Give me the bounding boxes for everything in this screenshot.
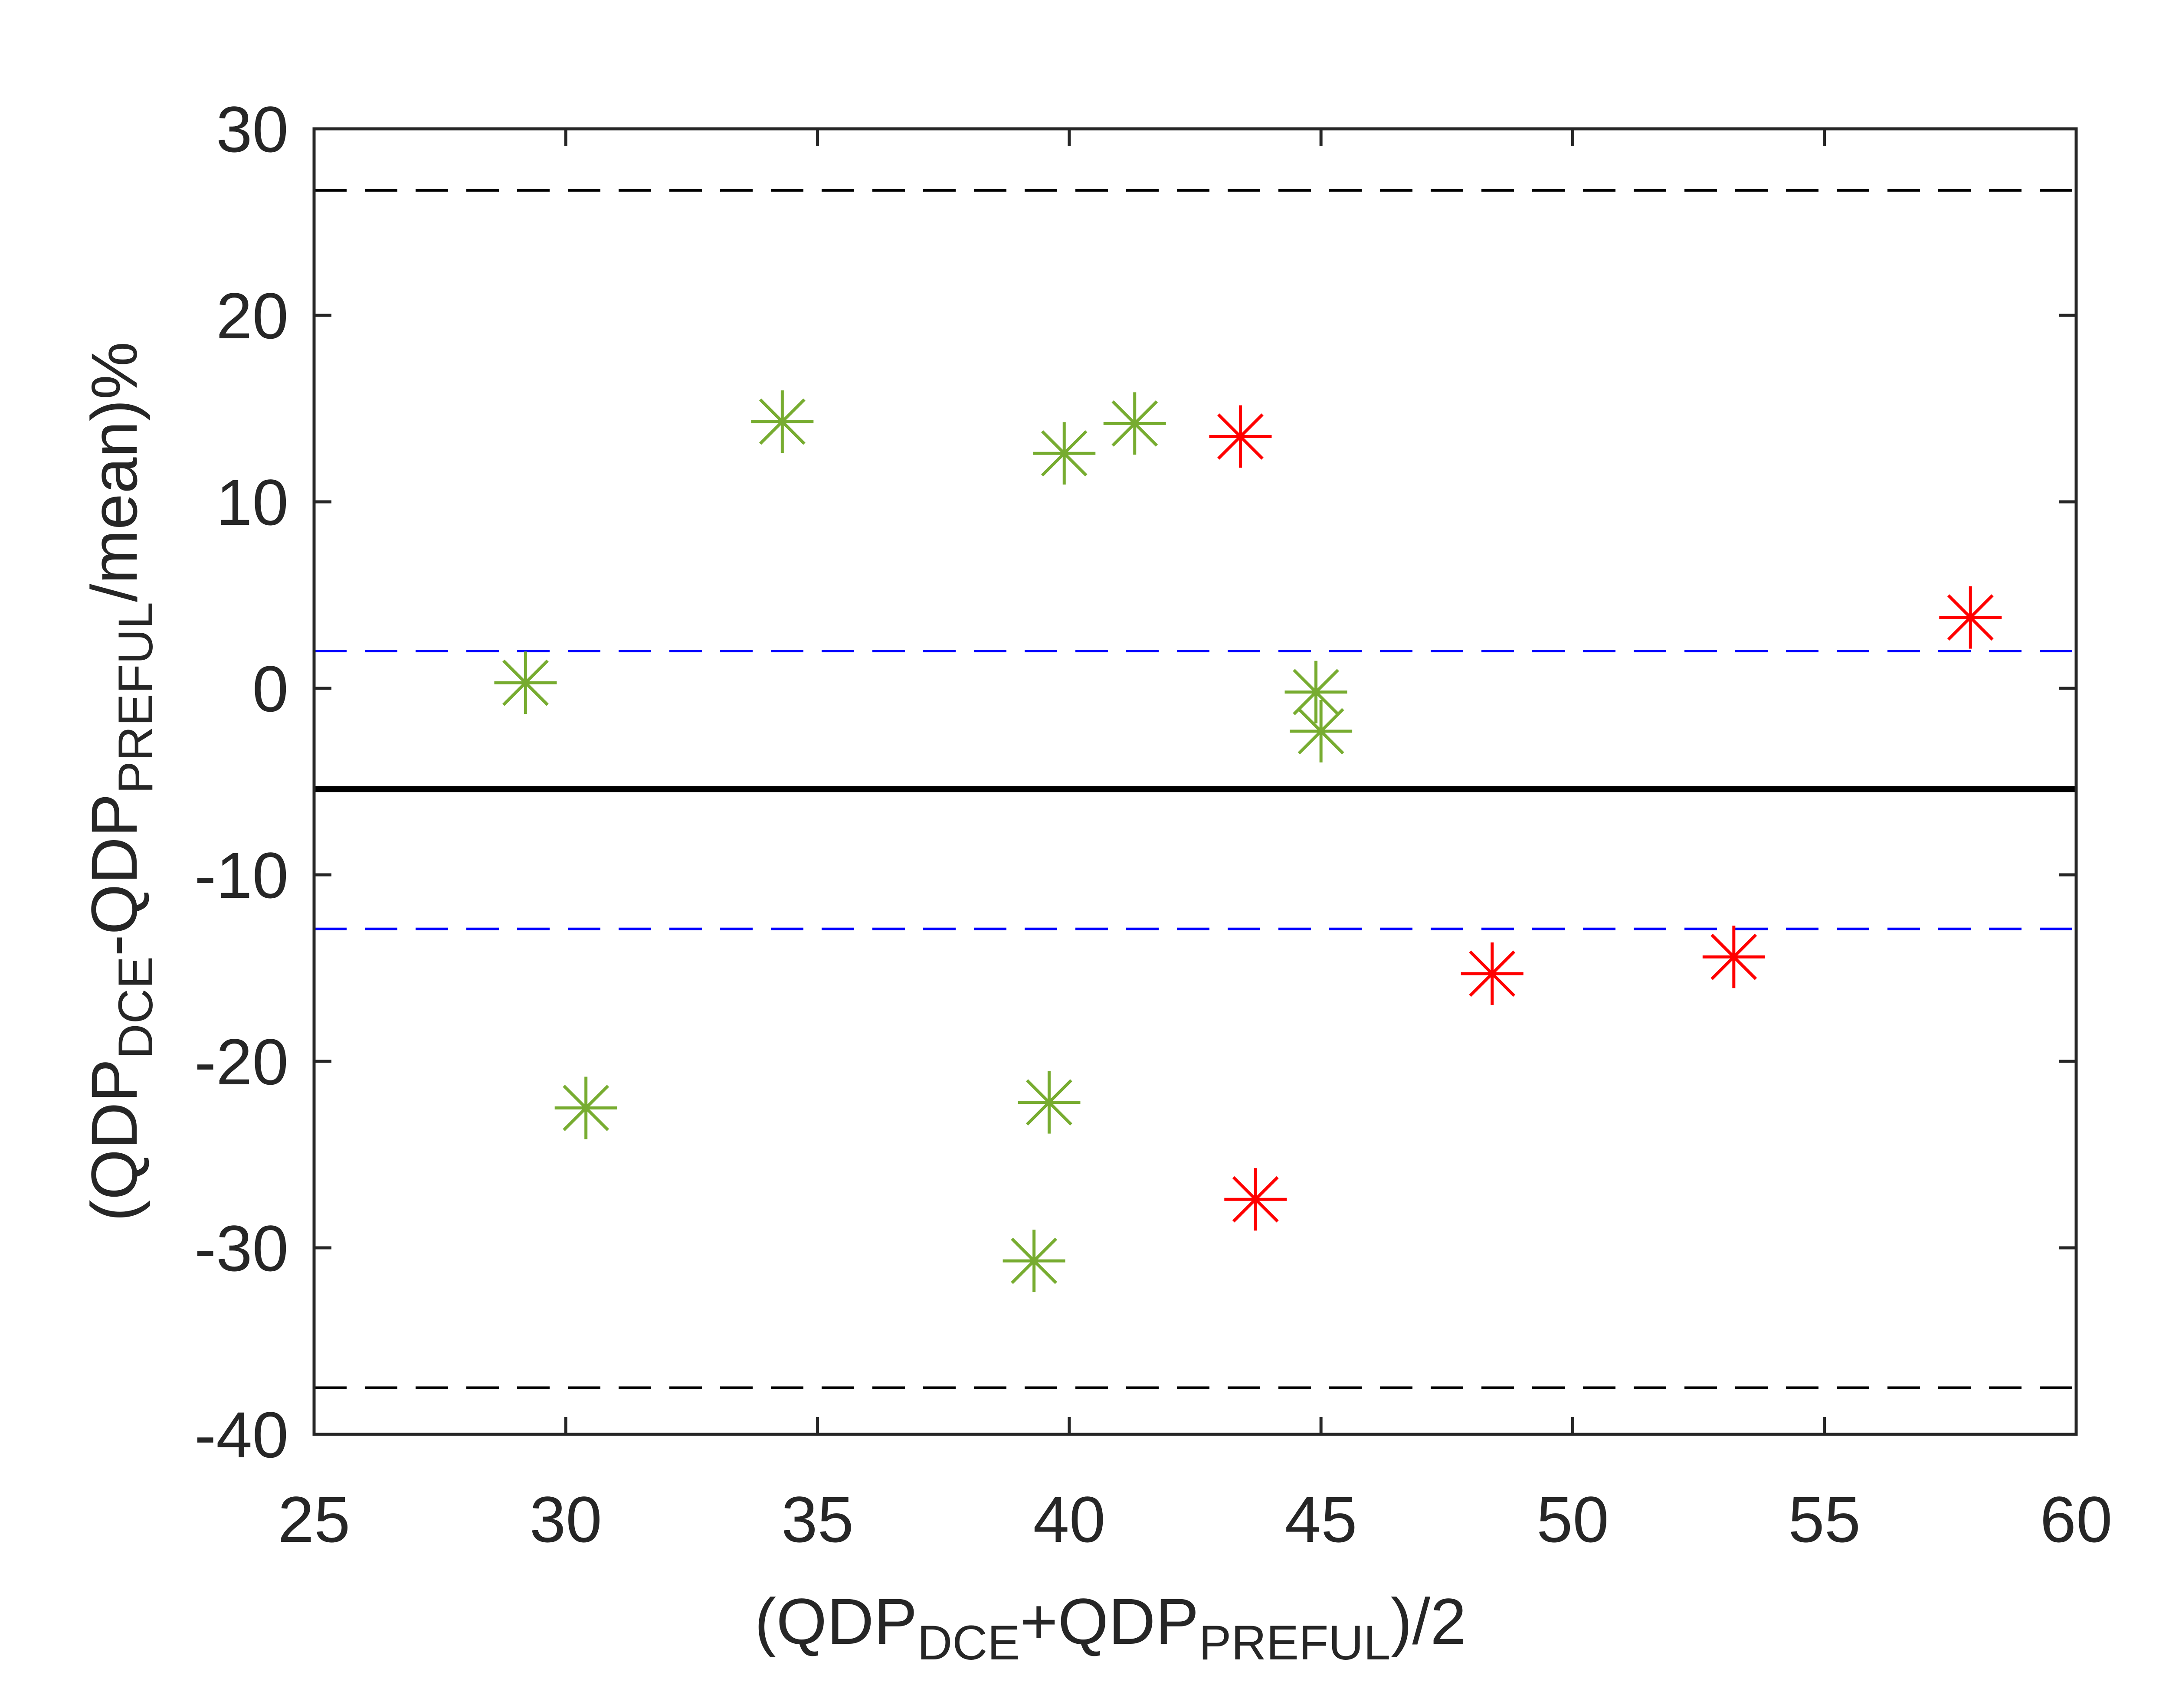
x-axis: 25 30 35 40 45 50 55 60 — [278, 129, 2113, 1556]
y-tick-label: 20 — [216, 279, 288, 352]
data-point-green — [751, 390, 814, 453]
x-tick-label: 50 — [1537, 1483, 1609, 1556]
data-point-green — [1284, 661, 1347, 723]
y-tick-label: -10 — [194, 839, 288, 912]
x-tick-label: 25 — [278, 1483, 351, 1556]
x-tick-label: 40 — [1033, 1483, 1105, 1556]
y-tick-label: 10 — [216, 466, 288, 539]
data-point-red — [1209, 405, 1272, 468]
data-point-green — [1103, 392, 1166, 455]
y-tick-label: 0 — [252, 652, 288, 725]
x-tick-label: 35 — [781, 1483, 854, 1556]
y-axis: 30 20 10 0 -10 -20 -30 -40 — [194, 93, 2076, 1471]
data-point-green — [494, 651, 557, 714]
reference-lines — [314, 189, 2076, 1389]
x-tick-label: 30 — [530, 1483, 602, 1556]
data-points — [494, 390, 2002, 1292]
data-point-red — [1939, 586, 2002, 649]
data-point-red — [1461, 942, 1524, 1005]
data-point-green — [1290, 700, 1353, 762]
y-tick-label: -30 — [194, 1212, 288, 1285]
x-tick-label: 60 — [2040, 1483, 2113, 1556]
data-point-green — [1033, 422, 1096, 485]
y-axis-label: (QDPDCE-QDPPREFUL/mean)% — [78, 342, 163, 1222]
x-tick-label: 45 — [1285, 1483, 1357, 1556]
y-tick-label: 30 — [216, 93, 288, 166]
data-point-green — [554, 1076, 617, 1139]
y-tick-label: -40 — [194, 1398, 288, 1471]
plot-area-frame — [312, 127, 2078, 1436]
x-axis-label: (QDPDCE+QDPPREFUL)/2 — [754, 1585, 1466, 1670]
y-tick-label: -20 — [194, 1025, 288, 1098]
data-point-green — [1003, 1230, 1065, 1292]
data-point-red — [1702, 926, 1765, 988]
data-point-red — [1224, 1168, 1287, 1231]
x-tick-label: 55 — [1788, 1483, 1861, 1556]
data-point-green — [1018, 1071, 1081, 1134]
